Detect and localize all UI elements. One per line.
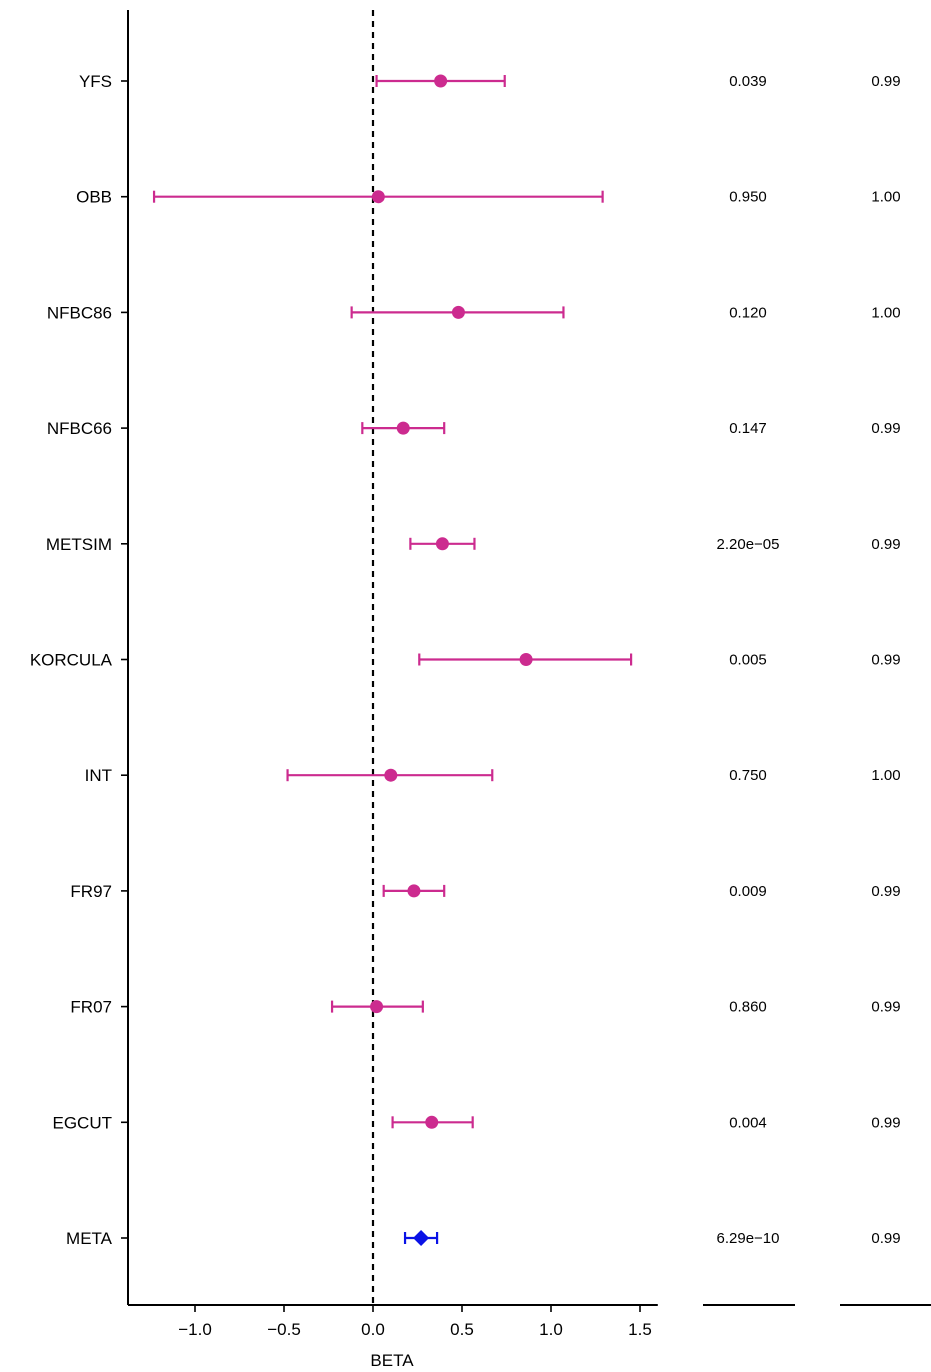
- study-label: FR97: [70, 882, 112, 901]
- point-estimate: [384, 768, 398, 782]
- pvalue-cell: 6.29e−10: [717, 1230, 780, 1247]
- col2-cell: 0.99: [871, 652, 900, 669]
- pvalue-cell: 0.147: [729, 420, 767, 437]
- study-estimate: [361, 421, 446, 435]
- pvalue-cell: 0.120: [729, 304, 767, 321]
- meta-point: [413, 1230, 430, 1246]
- meta-estimate: [403, 1230, 439, 1246]
- x-axis: −1.0 −0.5 0.0 0.5 1.0 1.5: [128, 1304, 658, 1339]
- study-estimate: [382, 884, 446, 898]
- x-tick-label: 1.5: [628, 1320, 652, 1339]
- study-label: YFS: [79, 72, 112, 91]
- value-columns: 0.039 0.99 0.950 1.00 0.120 1.00 0.147 0.99 2.20…: [703, 73, 931, 1306]
- study-label: KORCULA: [30, 651, 113, 670]
- study-label: METSIM: [46, 535, 112, 554]
- x-tick-label: 1.0: [539, 1320, 563, 1339]
- x-axis-title: BETA: [370, 1351, 414, 1370]
- col2-cell: 0.99: [871, 883, 900, 900]
- point-estimate: [519, 653, 533, 666]
- x-tick-label: 0.5: [450, 1320, 474, 1339]
- col2-cell: 1.00: [871, 767, 900, 784]
- col2-cell: 0.99: [871, 73, 900, 90]
- point-estimate: [370, 1000, 384, 1014]
- point-estimate: [407, 884, 421, 898]
- pvalue-cell: 0.950: [729, 189, 767, 206]
- study-estimate: [391, 1115, 474, 1129]
- point-estimate: [425, 1115, 439, 1129]
- y-axis: YFS OBB NFBC86 NFBC66 METSIM KORCULA INT FR97 FR…: [30, 10, 129, 1305]
- study-estimate: [350, 305, 565, 319]
- study-label: INT: [85, 766, 112, 785]
- x-tick-label: −0.5: [267, 1320, 301, 1339]
- x-tick-label: 0.0: [361, 1320, 385, 1339]
- plot-area: [152, 10, 633, 1305]
- point-estimate: [371, 190, 385, 204]
- x-tick-label: −1.0: [178, 1320, 212, 1339]
- pvalue-cell: 0.860: [729, 999, 767, 1016]
- point-estimate: [434, 74, 448, 88]
- col2-cell: 0.99: [871, 1114, 900, 1131]
- study-estimate: [375, 74, 506, 88]
- study-label: NFBC86: [47, 303, 112, 322]
- pvalue-cell: 0.009: [729, 883, 767, 900]
- col2-cell: 1.00: [871, 189, 900, 206]
- col2-cell: 0.99: [871, 420, 900, 437]
- study-label: OBB: [76, 188, 112, 207]
- study-label: EGCUT: [53, 1113, 113, 1132]
- pvalue-cell: 0.005: [729, 652, 767, 669]
- col2-cell: 0.99: [871, 536, 900, 553]
- col2-cell: 0.99: [871, 999, 900, 1016]
- pvalue-cell: 0.039: [729, 73, 767, 90]
- point-estimate: [435, 537, 449, 551]
- study-estimate: [330, 1000, 424, 1014]
- study-estimate: [418, 653, 633, 666]
- pvalue-cell: 0.750: [729, 767, 767, 784]
- point-estimate: [451, 305, 465, 319]
- study-label: META: [66, 1229, 113, 1248]
- study-estimate: [286, 768, 494, 782]
- pvalue-cell: 0.004: [729, 1114, 767, 1131]
- study-estimate: [409, 537, 476, 551]
- study-estimate: [152, 190, 604, 204]
- col2-cell: 0.99: [871, 1230, 900, 1247]
- point-estimate: [396, 421, 410, 435]
- pvalue-cell: 2.20e−05: [717, 536, 780, 553]
- study-label: FR07: [70, 998, 112, 1017]
- study-label: NFBC66: [47, 419, 112, 438]
- col2-cell: 1.00: [871, 304, 900, 321]
